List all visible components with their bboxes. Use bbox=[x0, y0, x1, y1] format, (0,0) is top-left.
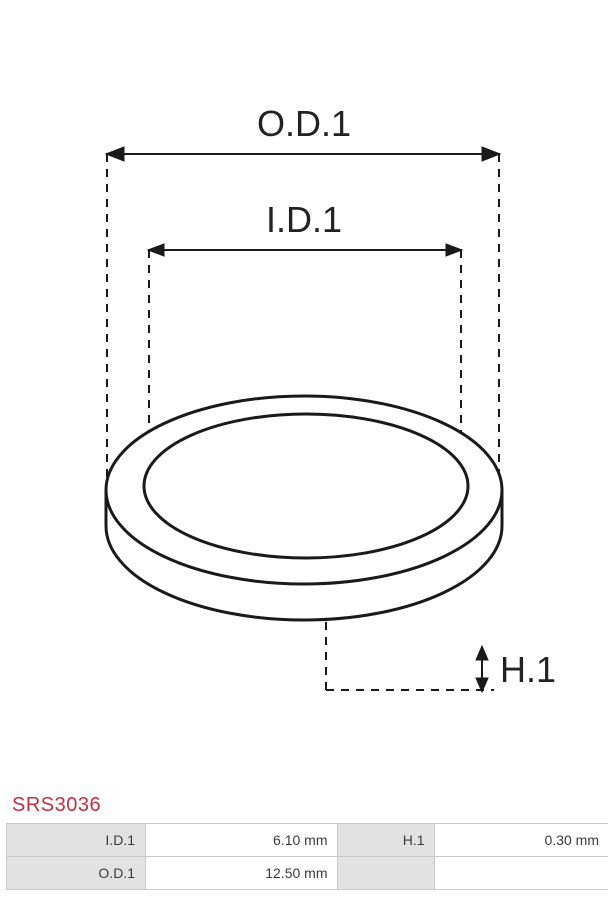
od-label: O.D.1 bbox=[257, 103, 351, 144]
ring-dimension-diagram: O.D.1 I.D.1 bbox=[0, 0, 608, 790]
h-dimension bbox=[326, 618, 494, 692]
table-row: I.D.1 6.10 mm H.1 0.30 mm bbox=[7, 824, 608, 857]
spec-label: I.D.1 bbox=[7, 824, 146, 857]
table-row: O.D.1 12.50 mm bbox=[7, 857, 608, 890]
spec-label: H.1 bbox=[338, 824, 435, 857]
spec-value: 12.50 mm bbox=[146, 857, 338, 890]
spec-value: 0.30 mm bbox=[435, 824, 608, 857]
spec-value bbox=[435, 857, 608, 890]
diagram-svg: O.D.1 I.D.1 bbox=[0, 0, 608, 790]
h-label: H.1 bbox=[500, 649, 556, 690]
ring-body bbox=[106, 396, 502, 620]
spec-label: O.D.1 bbox=[7, 857, 146, 890]
spec-label bbox=[338, 857, 435, 890]
part-code: SRS3036 bbox=[12, 794, 608, 817]
spec-value: 6.10 mm bbox=[146, 824, 338, 857]
spec-table: I.D.1 6.10 mm H.1 0.30 mm O.D.1 12.50 mm bbox=[6, 823, 608, 890]
id-label: I.D.1 bbox=[266, 199, 342, 240]
